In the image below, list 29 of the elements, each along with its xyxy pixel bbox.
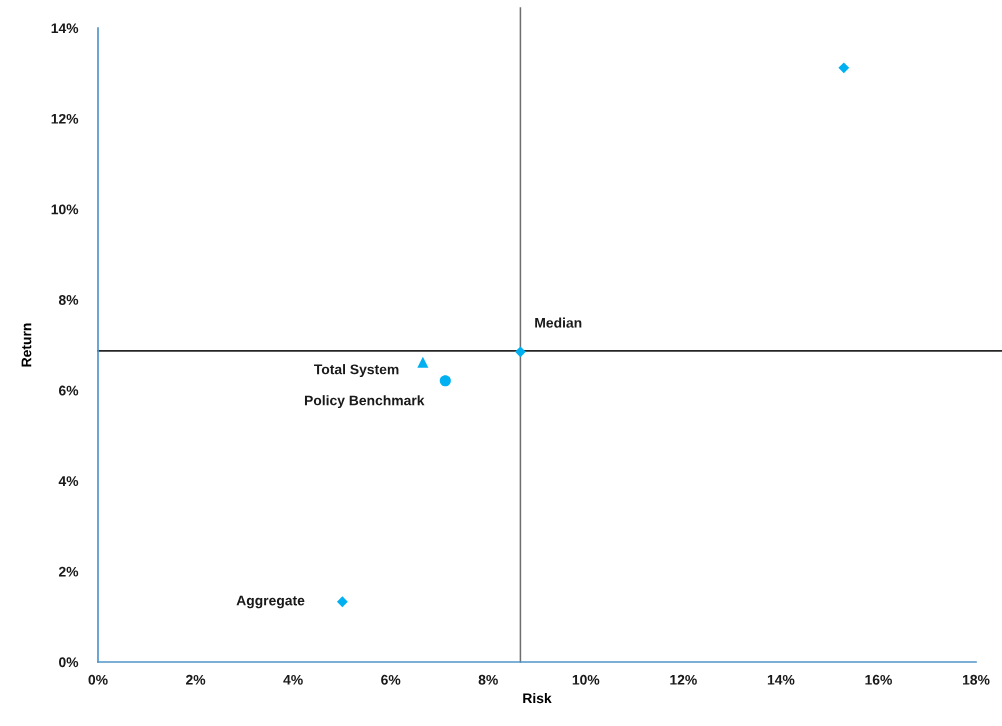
y-tick-label: 8%	[58, 295, 79, 305]
series-label: Policy Benchmark	[304, 395, 425, 409]
y-tick-label: 4%	[58, 476, 79, 486]
series-label: Total System	[313, 364, 399, 378]
y-tick-label: 14%	[51, 23, 79, 34]
y-tick-label: 10%	[51, 204, 79, 215]
x-tick-label: 0%	[88, 674, 108, 685]
point	[439, 375, 451, 387]
x-tick-label: 10%	[572, 674, 600, 685]
x-tick-label: 8%	[478, 674, 498, 685]
point	[838, 62, 850, 74]
y-tick-label: 2%	[58, 566, 79, 577]
point	[417, 356, 429, 368]
x-tick-label: 16%	[865, 674, 892, 685]
x-tick-label: 6%	[381, 674, 401, 685]
series-label: Median	[535, 317, 582, 328]
y-tick-label: 12%	[51, 113, 79, 124]
x-axis-title: Risk	[523, 693, 552, 704]
x-tick-label: 18%	[962, 674, 990, 685]
x-tick-label: 2%	[186, 674, 206, 685]
x-tick-label: 14%	[767, 674, 795, 685]
y-axis-title: Return	[21, 323, 32, 367]
point	[336, 596, 348, 608]
y-tick-label: 0%	[59, 657, 79, 668]
point	[515, 346, 526, 358]
y-tick-label: 6%	[58, 385, 79, 396]
x-tick-label: 12%	[670, 674, 697, 685]
x-tick-label: 4%	[283, 674, 303, 685]
text: Aggregate	[236, 595, 305, 609]
